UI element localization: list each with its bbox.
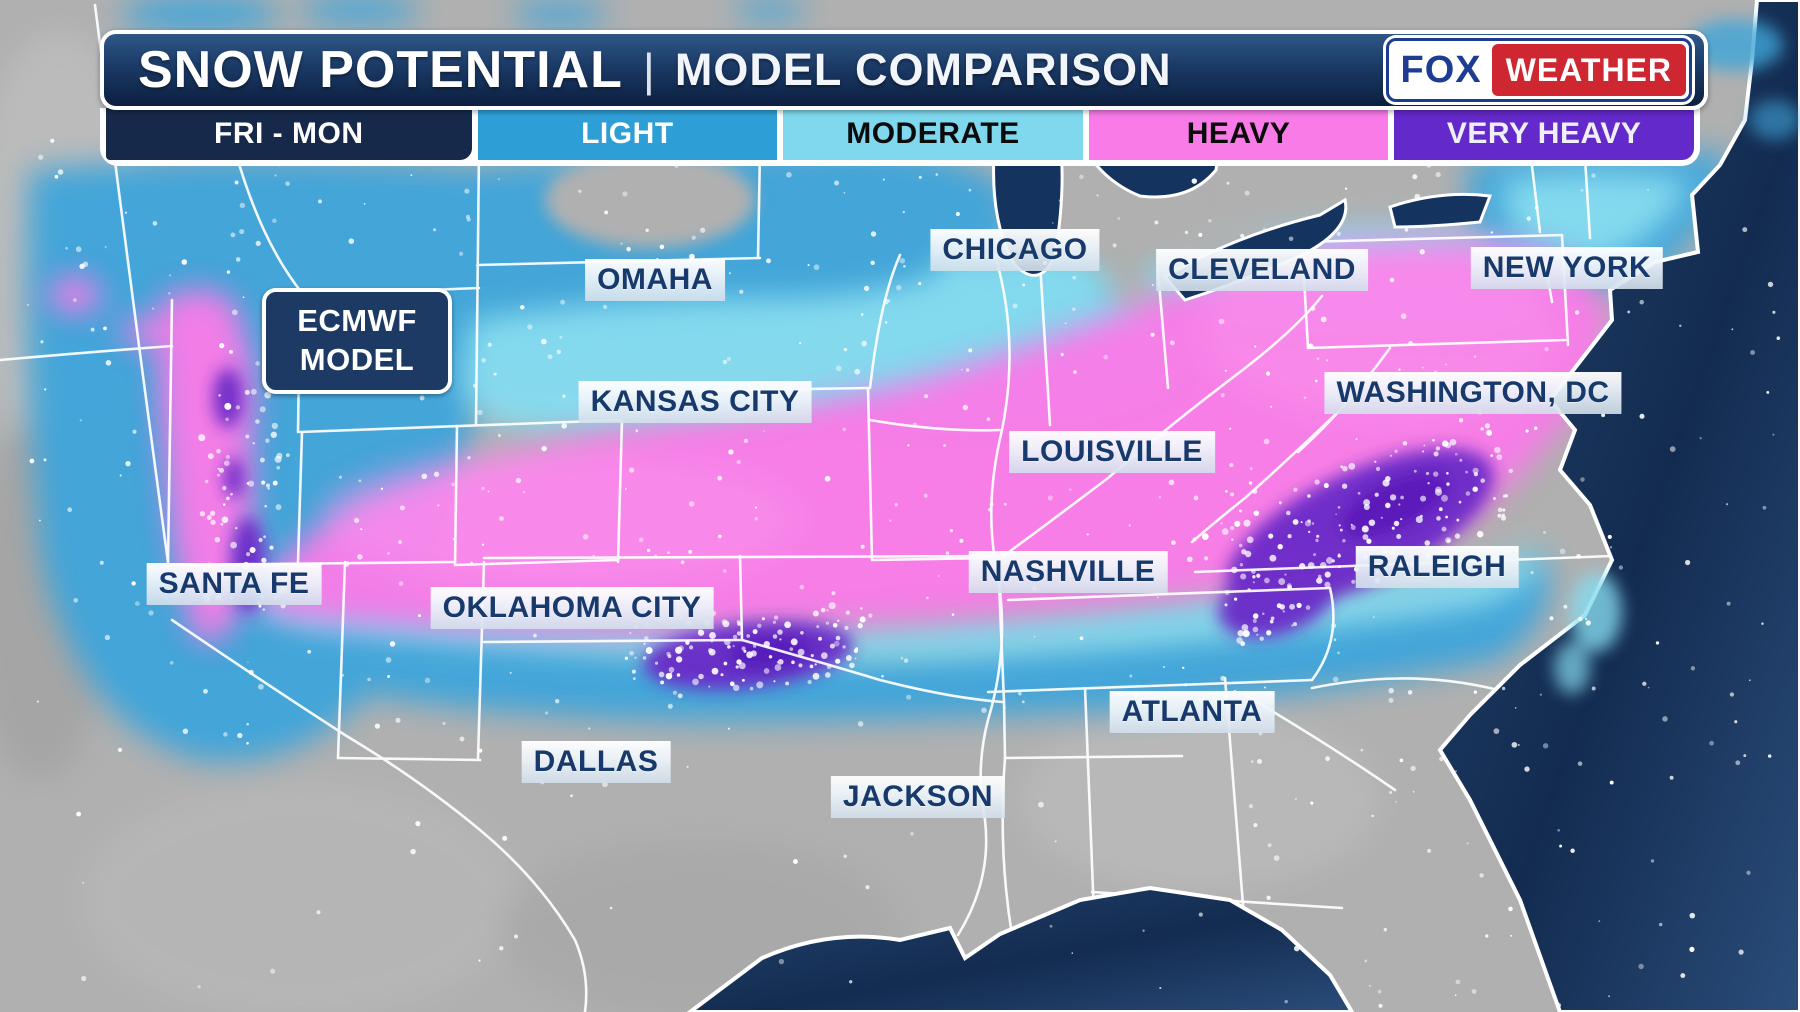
city-label-omaha: OMAHA	[585, 259, 725, 301]
city-label-santa-fe: SANTA FE	[146, 563, 322, 605]
ocean	[686, 0, 1800, 1012]
city-label-kansas-city: KANSAS CITY	[578, 381, 812, 423]
page-subtitle: MODEL COMPARISON	[674, 44, 1172, 95]
legend-item-moderate: MODERATE	[783, 108, 1083, 160]
city-label-atlanta: ATLANTA	[1109, 691, 1275, 733]
city-label-louisville: LOUISVILLE	[1009, 431, 1215, 473]
city-label-nashville: NASHVILLE	[968, 551, 1168, 593]
city-label-chicago: CHICAGO	[930, 229, 1100, 271]
legend-item-very-heavy: VERY HEAVY	[1394, 108, 1694, 160]
page-title: SNOW POTENTIAL	[138, 41, 623, 99]
weather-logo-text: WEATHER	[1491, 44, 1686, 96]
city-label-raleigh: RALEIGH	[1355, 546, 1519, 588]
title-divider: |	[642, 44, 655, 96]
fox-weather-logo: FOX WEATHER	[1386, 38, 1692, 102]
city-label-washington-dc: WASHINGTON, DC	[1324, 372, 1622, 414]
model-tag: ECMWF MODEL	[262, 288, 452, 394]
legend-bar: FRI - MON LIGHT MODERATE HEAVY VERY HEAVY	[100, 108, 1700, 166]
fox-logo-text: FOX	[1400, 48, 1482, 91]
city-label-new-york: NEW YORK	[1470, 247, 1664, 289]
model-tag-line1: ECMWF	[297, 303, 417, 338]
city-label-oklahoma-city: OKLAHOMA CITY	[430, 587, 714, 629]
city-label-dallas: DALLAS	[521, 741, 671, 783]
legend-item-fri-mon: FRI - MON	[106, 108, 472, 160]
legend-item-heavy: HEAVY	[1088, 108, 1389, 160]
city-label-cleveland: CLEVELAND	[1156, 249, 1368, 291]
title-bar: SNOW POTENTIAL | MODEL COMPARISON FOX WE…	[100, 30, 1708, 110]
city-label-jackson: JACKSON	[830, 776, 1006, 818]
legend-item-light: LIGHT	[477, 108, 778, 160]
model-tag-line2: MODEL	[299, 341, 415, 377]
